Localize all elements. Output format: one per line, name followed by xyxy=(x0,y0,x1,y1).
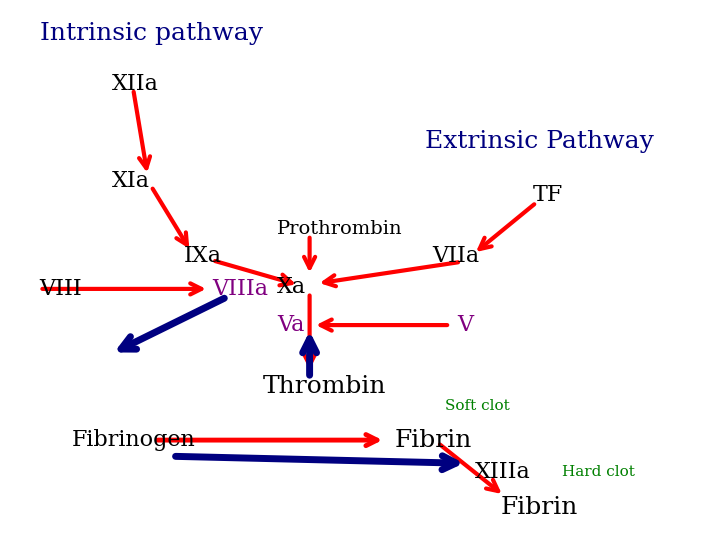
Text: V: V xyxy=(457,314,473,336)
Text: Fibrinogen: Fibrinogen xyxy=(72,429,196,451)
Text: Extrinsic Pathway: Extrinsic Pathway xyxy=(425,130,654,153)
Text: VIIa: VIIa xyxy=(432,246,479,267)
Text: VIII: VIII xyxy=(40,278,82,300)
Text: Intrinsic pathway: Intrinsic pathway xyxy=(40,22,263,45)
Text: TF: TF xyxy=(533,185,563,206)
Text: Va: Va xyxy=(277,314,305,336)
Text: Soft clot: Soft clot xyxy=(445,399,510,413)
Text: XIIa: XIIa xyxy=(112,73,158,94)
Text: Prothrombin: Prothrombin xyxy=(277,220,402,239)
Text: Hard clot: Hard clot xyxy=(562,465,634,480)
Text: XIa: XIa xyxy=(112,170,150,192)
Text: XIIIa: XIIIa xyxy=(475,462,531,483)
Text: Xa: Xa xyxy=(277,276,306,298)
Text: Thrombin: Thrombin xyxy=(263,375,387,397)
Text: Fibrin: Fibrin xyxy=(500,496,577,519)
Text: VIIIa: VIIIa xyxy=(212,278,269,300)
Text: Fibrin: Fibrin xyxy=(395,429,472,451)
Text: IXa: IXa xyxy=(184,246,222,267)
